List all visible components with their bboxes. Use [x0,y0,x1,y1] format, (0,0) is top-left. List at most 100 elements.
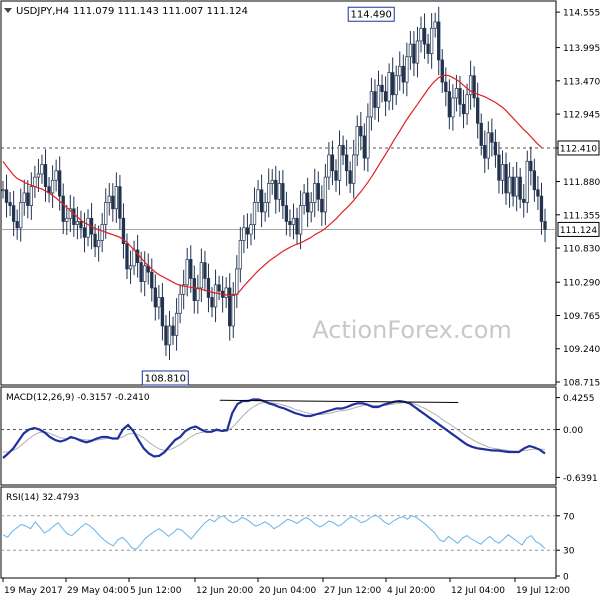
candle-body [8,202,12,206]
candle-body [213,284,218,308]
candle-body [302,192,306,206]
candle-body [405,56,409,83]
candle-body [4,189,9,203]
candle-body [256,189,260,203]
candle-body [96,240,101,248]
candle-body [33,176,37,187]
time-tick-label: 19 Jul 12:00 [516,586,570,596]
candle-body [150,271,154,289]
candle-body [252,202,257,225]
candle-body [306,192,310,213]
candle-body [160,297,165,327]
candle-body [114,186,119,210]
candle-body [288,221,292,225]
candle-body [525,160,529,203]
candle-body [454,88,459,99]
time-tick-label: 27 Jun 12:00 [324,586,381,596]
candle-body [447,91,452,118]
candle-body [476,97,480,124]
candle-body [1,189,5,192]
candle-body [543,221,547,230]
expand-arrow-icon [4,8,12,13]
candle-body [387,72,391,102]
price-ma [2,74,542,297]
candle-body [199,262,204,289]
candle-body [437,21,441,61]
candle-body [189,259,193,279]
candle-body [419,27,423,42]
candle-body [58,170,62,197]
candle-body [497,154,501,181]
resistance-price-box [557,140,600,156]
candle-body [479,122,483,146]
candle-body [36,173,41,178]
candle-body [511,176,515,197]
rsi-tick-label: 30 [563,547,575,557]
candle-body [344,154,349,172]
price-tick-label: 111.355 [563,211,600,221]
last-price-box [557,221,600,237]
candle-body [366,116,370,159]
extreme-callout-box [141,370,189,386]
price-tick-label: 108.715 [563,379,600,389]
candle-body [217,284,221,292]
candle-body [522,198,526,203]
candle-body [153,287,157,308]
candle-body [337,145,342,181]
candle-body [125,243,129,270]
candle-body [295,217,299,235]
candle-body [111,195,115,210]
candle-body [185,259,189,286]
candle-body [93,233,97,248]
candle-body [507,176,512,194]
candle-body [249,224,253,235]
candle-body [43,164,48,187]
price-axis: 114.555 113.995 113.470 112.945 112.410 111.8… [556,9,600,389]
candle-body [500,164,505,181]
candle-body [468,75,473,96]
candle-body [11,205,16,222]
candle-body [493,141,498,156]
candle-body [61,195,65,222]
candle-body [238,240,242,270]
candle-body [504,164,508,194]
candle-body [444,81,448,92]
candle-body [259,189,264,213]
candle-body [267,183,271,203]
macd-layer: 0.4255 0.00 -0.6391 [1,394,598,484]
candle-body [490,132,494,143]
time-tick-label: 5 Jun 12:00 [130,586,182,596]
candle-body [192,278,196,301]
chart-header: USDJPY,H4 111.079 111.143 111.007 111.12… [16,6,248,17]
candle-body [284,205,289,222]
candle-body [277,183,281,200]
candle-body [412,43,416,64]
candle-body [228,287,232,327]
candle-body [171,325,175,336]
candle-body [391,72,395,96]
last-price-label: 111.124 [560,226,597,236]
candle-body [380,84,384,92]
candle-body [15,221,19,229]
candle-body [174,312,179,336]
time-axis: 19 May 2017 29 May 04:00 5 Jun 12:00 12 Jun… [2,578,570,596]
candle-body [231,293,235,327]
candle-body [362,135,366,159]
candle-body [270,179,274,184]
time-tick-label: 29 May 04:00 [67,586,129,596]
candle-body [352,154,356,184]
candle-body [68,208,72,219]
candle-body [348,170,352,184]
price-candles [1,6,547,361]
price-tick-label: 114.555 [563,9,600,19]
candle-body [75,221,80,225]
time-tick-label: 12 Jun 20:00 [196,586,253,596]
candle-body [532,170,537,191]
candle-body [291,217,296,225]
price-tick-label: 110.830 [563,245,600,255]
candle-body [245,227,250,235]
candle-body [22,192,26,203]
candle-body [330,154,335,172]
candle-body [398,65,402,77]
